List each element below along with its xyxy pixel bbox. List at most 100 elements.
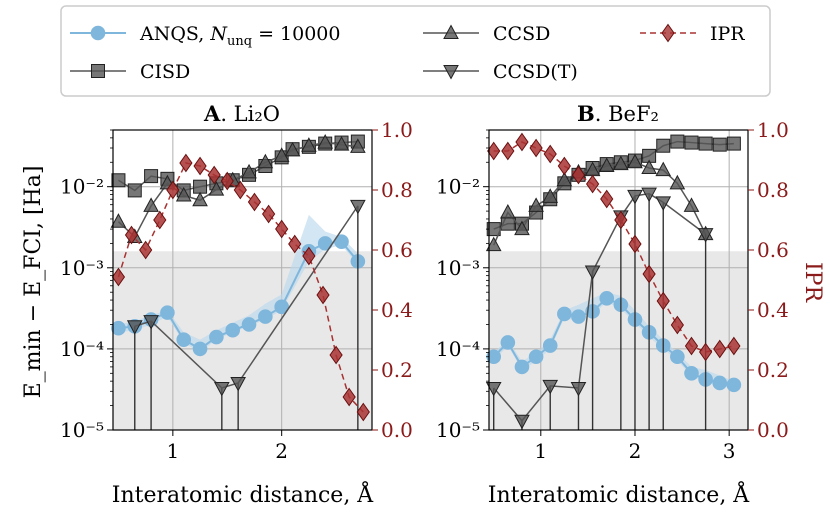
y-axis-label-left: E_min − E_FCI, [Ha] — [21, 166, 46, 399]
point-ipr — [302, 246, 316, 266]
point-ipr — [247, 192, 262, 212]
point-ipr — [111, 267, 126, 287]
point-ccsdt — [584, 265, 601, 281]
panel-title-text: . Li₂O — [220, 102, 280, 126]
point-anqs — [500, 335, 516, 350]
point-anqs — [599, 291, 615, 306]
point-anqs — [176, 332, 192, 347]
point-ccsdt — [542, 379, 559, 395]
legend-marker — [91, 64, 105, 78]
x-tick-label: 1 — [534, 439, 547, 463]
point-ccsd — [192, 191, 208, 207]
point-ipr — [288, 234, 302, 254]
y-axis-label-right-text: IPR — [800, 262, 825, 303]
y-axis-label-right: IPR — [800, 262, 825, 303]
point-anqs — [726, 377, 742, 393]
y-tick-label: 10⁻² — [436, 175, 480, 199]
legend-label: CCSD(T) — [493, 61, 578, 83]
point-ccsd — [143, 197, 159, 212]
y-right-tick-label: 1.0 — [757, 118, 789, 142]
panel-letter: B — [577, 101, 595, 126]
point-ccsd — [333, 136, 350, 151]
legend-entry-ccsdt: CCSD(T) — [423, 61, 578, 83]
point-ipr — [529, 138, 543, 158]
point-anqs — [670, 349, 685, 365]
legend-label-suffix: = 10000 — [252, 23, 340, 45]
point-ccsd — [641, 159, 657, 174]
panel-b: 1 2 3 10⁻⁵ 10⁻⁴ 10⁻³ 10⁻² 0.0 0.2 0.4 0.6 0.8 1.0 B. … — [436, 101, 789, 508]
y-right-tick-label: 0.4 — [381, 298, 413, 322]
point-ccsdt — [655, 196, 672, 211]
point-ipr — [316, 285, 330, 305]
point-ccsd — [613, 155, 629, 171]
point-ipr — [515, 132, 529, 152]
point-anqs — [528, 349, 544, 365]
point-ipr — [275, 219, 289, 239]
point-anqs — [542, 338, 558, 353]
legend-label-text: ANQS, — [139, 23, 210, 45]
series-line-cisd — [118, 140, 358, 192]
point-ipr — [262, 204, 276, 224]
x-axis-label: Interatomic distance, Å — [488, 480, 751, 508]
point-ipr — [342, 387, 356, 407]
point-ipr — [153, 210, 167, 230]
legend-marker — [661, 23, 675, 43]
point-anqs — [571, 309, 586, 324]
point-cisd — [726, 136, 741, 151]
point-ccsd — [598, 157, 615, 172]
y-tick-label: 10⁻⁵ — [60, 418, 104, 442]
y-tick-label: 10⁻⁴ — [60, 337, 104, 361]
legend-marker — [443, 65, 459, 80]
point-ccsd — [669, 174, 686, 190]
point-ipr — [179, 153, 193, 173]
legend-label: CISD — [140, 61, 190, 83]
point-ipr — [642, 264, 656, 284]
y-right-tick-label: 0.6 — [757, 238, 789, 262]
legend-label-text: CCSD — [493, 23, 550, 45]
y-right-tick-label: 0.8 — [381, 178, 413, 202]
point-anqs — [241, 317, 257, 332]
point-cisd — [712, 137, 727, 152]
legend-label: ANQS, Nunq = 10000 — [139, 23, 341, 49]
point-ccsd — [655, 161, 672, 177]
point-ipr — [356, 402, 370, 422]
point-ccsd — [110, 213, 127, 228]
point-ipr — [614, 210, 628, 230]
point-ccsdt — [350, 199, 366, 215]
point-ipr — [501, 141, 515, 161]
legend-marker — [90, 25, 106, 41]
point-ccsd — [208, 181, 225, 196]
point-ipr — [557, 156, 571, 176]
panel-a: 1 2 10⁻⁵ 10⁻⁴ 10⁻³ 10⁻² 0.0 0.2 0.4 0.6 0.8 1.0 A. L… — [60, 101, 413, 508]
panel-title: A. Li₂O — [203, 101, 280, 126]
point-cisd — [656, 138, 671, 153]
series-ipr — [487, 132, 741, 362]
legend-label: CCSD — [493, 23, 550, 45]
point-ipr — [329, 345, 343, 365]
point-ccsd — [175, 186, 192, 202]
point-anqs — [160, 305, 175, 320]
y-tick-label: 10⁻³ — [436, 256, 480, 280]
point-ipr — [684, 336, 699, 356]
point-ccsd — [241, 163, 257, 179]
panel-title-text: . BeF₂ — [595, 102, 659, 126]
point-ipr — [600, 189, 614, 209]
point-ipr — [193, 156, 207, 176]
point-ccsd — [350, 138, 366, 153]
y-right-tick-label: 0.0 — [381, 418, 413, 442]
point-anqs — [334, 234, 349, 249]
y-right-tick-label: 0.8 — [757, 178, 789, 202]
point-cisd — [684, 135, 699, 150]
point-ccsd — [528, 197, 544, 212]
legend-frame — [60, 5, 771, 97]
point-ipr — [585, 174, 600, 194]
y-tick-label: 10⁻⁴ — [436, 337, 480, 361]
point-cisd — [127, 183, 142, 198]
point-ccsd — [485, 236, 502, 252]
point-ccsd — [499, 203, 516, 219]
x-tick-label: 3 — [723, 439, 736, 463]
point-ipr — [699, 342, 713, 362]
point-cisd — [144, 169, 159, 184]
y-right-tick-label: 1.0 — [381, 118, 413, 142]
